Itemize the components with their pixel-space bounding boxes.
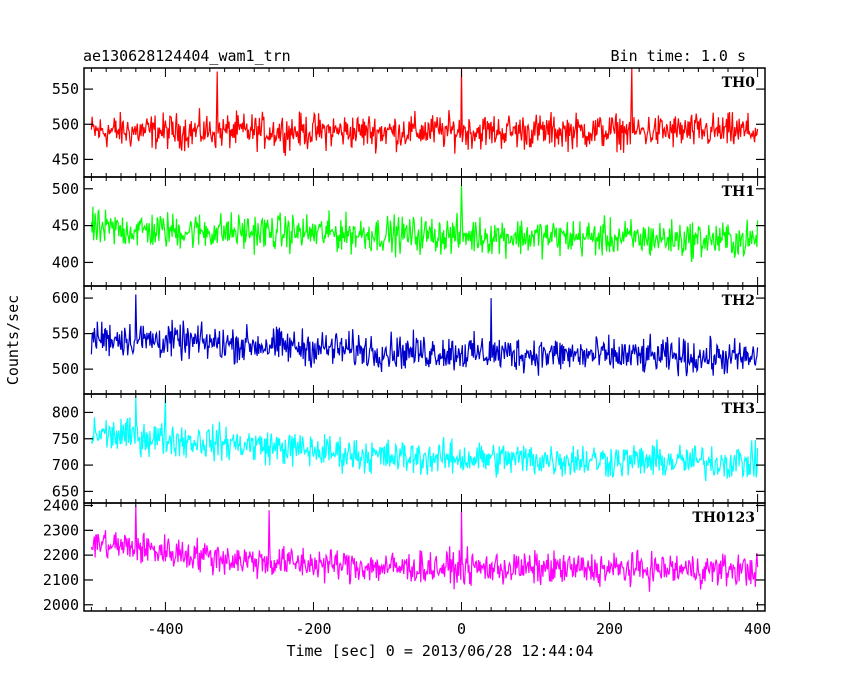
series-line-th0123	[90, 505, 759, 592]
panel-label: TH0123	[692, 510, 755, 526]
series-line-th0	[90, 68, 759, 156]
series-line-th2	[90, 294, 759, 377]
y-tick-label: 750	[52, 430, 79, 448]
series-line-th1	[90, 185, 759, 263]
y-tick-label: 400	[52, 253, 79, 271]
panels-group: 450 500 550 TH0 400 450 500 TH1 500 550 600 TH2 650 7…	[43, 67, 771, 638]
y-tick-label: 600	[52, 289, 79, 307]
y-tick-label: 500	[52, 115, 79, 133]
panel-frame	[83, 502, 766, 612]
panel-th0: 450 500 550 TH0	[52, 67, 766, 178]
y-tick-label: 800	[52, 403, 79, 421]
y-tick-label: 2200	[43, 546, 79, 564]
y-tick-label: 2300	[43, 521, 79, 539]
y-tick-label: 650	[52, 482, 79, 500]
y-tick-label: 500	[52, 360, 79, 378]
panel-th0123: 2000 2100 2200 2300 2400 TH0123	[43, 496, 766, 614]
panel-th2: 500 550 600 TH2	[52, 285, 766, 395]
panel-th1: 400 450 500 TH1	[52, 176, 766, 287]
y-tick-label: 700	[52, 456, 79, 474]
x-axis-label: Time [sec] 0 = 2013/06/28 12:44:04	[286, 642, 593, 660]
y-tick-label: 2400	[43, 496, 79, 514]
chart-title: ae130628124404_wam1_trn	[83, 47, 291, 65]
bin-time-label: Bin time: 1.0 s	[611, 47, 746, 65]
x-tick-label: -400	[147, 620, 183, 638]
y-tick-label: 2000	[43, 596, 79, 614]
y-tick-label: 550	[52, 325, 79, 343]
x-tick-label: -200	[295, 620, 331, 638]
y-tick-label: 450	[52, 217, 79, 235]
x-tick-label: 0	[457, 620, 466, 638]
y-tick-label: 450	[52, 150, 79, 168]
panel-th3: 650 700 750 800 TH3	[52, 393, 766, 504]
y-tick-label: 2100	[43, 571, 79, 589]
panel-label: TH1	[722, 184, 755, 200]
y-axis-label: Counts/sec	[4, 295, 22, 385]
panel-frame	[83, 67, 766, 178]
series-line-th3	[90, 396, 759, 482]
y-tick-label: 500	[52, 180, 79, 198]
panel-label: TH0	[722, 75, 756, 91]
panel-label: TH3	[722, 401, 755, 417]
x-tick-label: 400	[744, 620, 771, 638]
panel-label: TH2	[722, 293, 755, 309]
y-tick-label: 550	[52, 80, 79, 98]
x-tick-label: 200	[596, 620, 623, 638]
